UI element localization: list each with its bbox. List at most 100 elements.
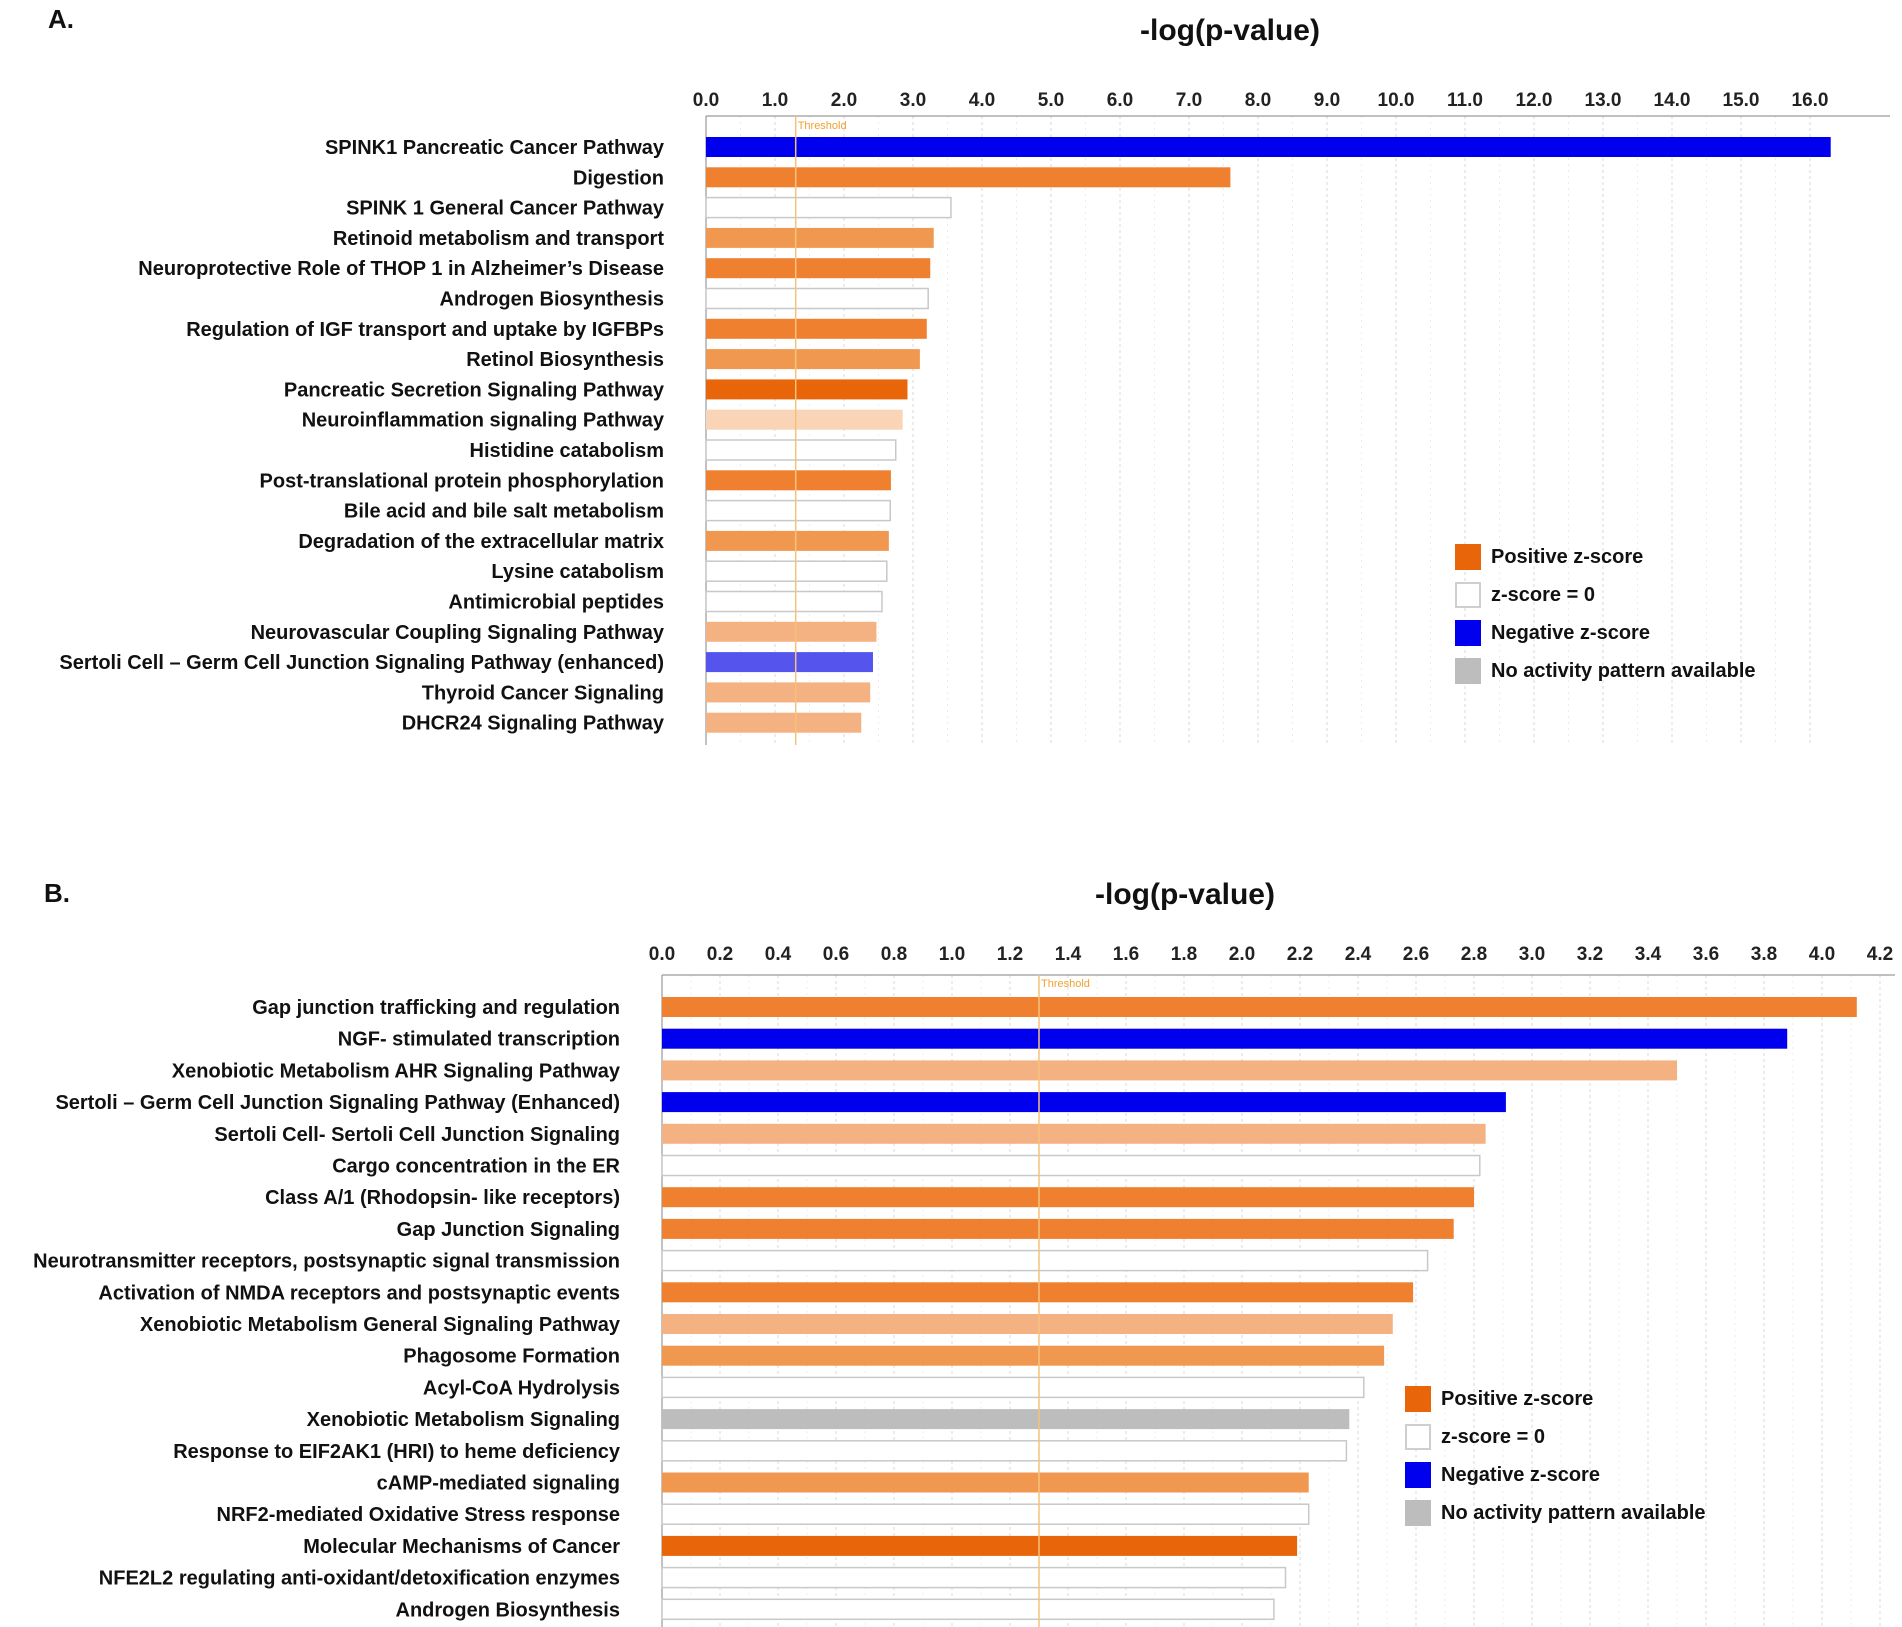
category-label-a-14: Lysine catabolism [491,561,664,583]
category-label-b-15: cAMP-mediated signaling [377,1473,620,1495]
x-tick-label-a: 5.0 [1038,90,1064,111]
category-label-a-15: Antimicrobial peptides [448,592,664,614]
bar-b-9 [662,1282,1414,1303]
category-label-b-6: Class A/1 (Rhodopsin- like receptors) [265,1187,620,1209]
x-tick-label-a: 15.0 [1723,90,1760,111]
bar-a-12 [705,499,891,522]
bar-a-9 [706,409,903,430]
category-label-b-3: Sertoli – Germ Cell Junction Signaling P… [55,1092,620,1114]
x-tick-label-a: 14.0 [1654,90,1691,111]
panel-a-label: A. [48,4,74,34]
panel-b-label: B. [44,878,70,908]
bar-b-19 [661,1598,1275,1621]
category-label-b-14: Response to EIF2AK1 (HRI) to heme defici… [173,1441,621,1463]
bar-b-5 [661,1154,1481,1177]
category-label-b-4: Sertoli Cell- Sertoli Cell Junction Sign… [214,1124,620,1146]
legend-item: Positive z-score [1405,1380,1706,1418]
legend-swatch [1405,1462,1431,1488]
x-tick-label-b: 0.6 [823,944,849,965]
x-tick-label-b: 0.0 [649,944,675,965]
bar-a-7 [706,349,920,370]
x-tick-label-b: 1.8 [1171,944,1197,965]
x-tick-label-a: 8.0 [1245,90,1271,111]
x-tick-label-b: 3.6 [1693,944,1719,965]
category-label-b-17: Molecular Mechanisms of Cancer [303,1536,620,1558]
legend-a: Positive z-score z-score = 0 Negative z-sc… [1455,538,1756,690]
legend-label: z-score = 0 [1441,1425,1545,1448]
x-tick-label-a: 7.0 [1176,90,1202,111]
legend-item: Negative z-score [1455,614,1756,652]
category-label-b-18: NFE2L2 regulating anti-oxidant/detoxific… [99,1568,620,1590]
category-label-b-0: Gap junction trafficking and regulation [252,997,620,1019]
legend-label: Positive z-score [1491,545,1644,568]
x-tick-label-a: 11.0 [1447,90,1483,111]
legend-item: No activity pattern available [1405,1494,1706,1532]
legend-item: z-score = 0 [1455,576,1756,614]
bar-a-17 [706,652,873,673]
x-tick-label-a: 16.0 [1792,90,1829,111]
x-tick-label-a: 3.0 [900,90,926,111]
x-tick-label-b: 2.2 [1287,944,1313,965]
x-tick-label-b: 3.2 [1577,944,1603,965]
category-label-a-9: Neuroinflammation signaling Pathway [302,410,665,432]
category-label-a-7: Retinol Biosynthesis [466,349,664,371]
bar-a-4 [706,258,931,279]
x-tick-label-b: 0.2 [707,944,733,965]
category-label-a-11: Post-translational protein phosphorylati… [260,470,664,492]
legend-swatch [1405,1424,1431,1450]
legend-label: Negative z-score [1441,1463,1600,1486]
category-label-b-8: Neurotransmitter receptors, postsynaptic… [33,1251,620,1273]
x-tick-label-a: 0.0 [693,90,719,111]
bar-a-13 [706,530,889,551]
category-label-b-10: Xenobiotic Metabolism General Signaling … [140,1314,621,1336]
category-label-b-11: Phagosome Formation [403,1346,620,1368]
category-label-b-1: NGF- stimulated transcription [338,1029,620,1051]
x-tick-label-b: 1.0 [939,944,965,965]
legend-swatch [1405,1500,1431,1526]
x-tick-label-b: 1.6 [1113,944,1139,965]
x-tick-label-b: 1.4 [1055,944,1082,965]
x-tick-label-a: 12.0 [1516,90,1553,111]
bar-b-12 [661,1376,1365,1399]
x-tick-label-b: 0.8 [881,944,907,965]
bar-a-16 [706,621,877,642]
chart-b-title: -log(p-value) [1095,878,1275,911]
bar-b-17 [662,1535,1298,1556]
bar-b-2 [662,1060,1677,1081]
x-tick-label-a: 2.0 [831,90,857,111]
bar-a-0 [706,137,1831,157]
x-tick-label-a: 1.0 [762,90,788,111]
bar-a-3 [706,227,934,248]
x-tick-label-a: 4.0 [969,90,995,111]
x-tick-label-b: 3.0 [1519,944,1545,965]
category-label-a-1: Digestion [573,167,664,189]
bar-b-8 [661,1249,1429,1272]
category-label-a-2: SPINK 1 General Cancer Pathway [346,198,665,220]
legend-swatch [1405,1386,1431,1412]
bar-a-11 [706,470,891,491]
legend-item: Positive z-score [1455,538,1756,576]
category-label-a-3: Retinoid metabolism and transport [333,228,664,250]
category-label-a-18: Thyroid Cancer Signaling [422,682,664,704]
x-tick-label-b: 2.4 [1345,944,1372,965]
x-tick-label-b: 3.4 [1635,944,1662,965]
category-label-b-16: NRF2-mediated Oxidative Stress response [217,1504,620,1526]
category-label-b-5: Cargo concentration in the ER [332,1156,620,1178]
bar-a-2 [705,196,952,219]
category-label-a-17: Sertoli Cell – Germ Cell Junction Signal… [59,652,664,674]
category-label-a-13: Degradation of the extracellular matrix [298,531,664,553]
legend-label: z-score = 0 [1491,583,1595,606]
threshold-label-b: Threshold [1041,978,1090,990]
bar-b-18 [661,1566,1287,1589]
x-tick-label-b: 2.8 [1461,944,1487,965]
bar-b-1 [662,1028,1788,1049]
category-label-a-4: Neuroprotective Role of THOP 1 in Alzhei… [138,258,664,280]
x-tick-label-b: 2.6 [1403,944,1429,965]
legend-item: Negative z-score [1405,1456,1706,1494]
x-tick-label-a: 10.0 [1378,90,1415,111]
category-label-b-12: Acyl-CoA Hydrolysis [423,1377,620,1399]
bar-a-8 [706,379,908,400]
bar-b-14 [661,1440,1348,1462]
bar-b-7 [662,1218,1454,1239]
